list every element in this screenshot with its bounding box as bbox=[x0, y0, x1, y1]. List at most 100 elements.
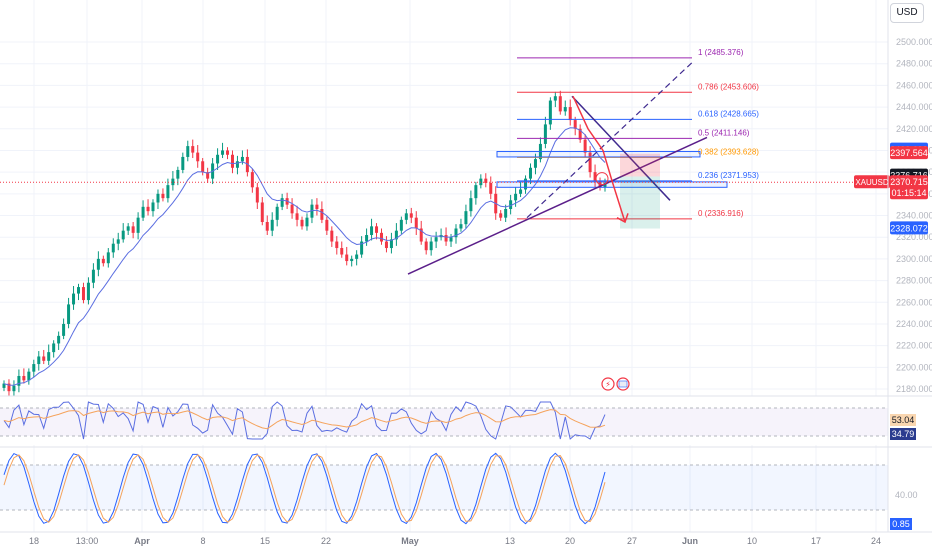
x-tick-label: 20 bbox=[565, 536, 575, 546]
candle-body bbox=[17, 375, 21, 386]
y-tick-label: 2420.000 bbox=[896, 124, 932, 134]
candle-body bbox=[558, 96, 562, 112]
candle-body bbox=[290, 204, 294, 214]
candle-body bbox=[548, 100, 552, 125]
rsi-ma-tag-bg bbox=[890, 414, 916, 426]
candle-body bbox=[221, 150, 225, 155]
symbol-tag-bg bbox=[854, 175, 890, 189]
y-tick-label: 2440.000 bbox=[896, 102, 932, 112]
rsi-line bbox=[3, 401, 606, 440]
y-tick-label: 2340.000 bbox=[896, 211, 932, 221]
candle-body bbox=[603, 182, 607, 188]
candle-body bbox=[573, 120, 577, 129]
candle-body bbox=[454, 228, 458, 238]
candle-body bbox=[399, 219, 403, 231]
candle-body bbox=[235, 161, 239, 168]
candle-body bbox=[519, 189, 523, 194]
candle-body bbox=[186, 146, 190, 157]
candle-body bbox=[22, 375, 26, 381]
candle-body bbox=[2, 383, 6, 388]
candle-body bbox=[469, 198, 473, 212]
y-tick-label: 2240.000 bbox=[896, 319, 932, 329]
candle-body bbox=[57, 335, 61, 344]
fib-level-label: 0.618 (2428.665) bbox=[698, 109, 759, 118]
candle-body bbox=[583, 139, 587, 153]
candle-body bbox=[91, 269, 95, 283]
x-tick-label: 27 bbox=[627, 536, 637, 546]
candle-body bbox=[111, 243, 115, 253]
downtrend-line bbox=[571, 95, 671, 201]
highlight-circle bbox=[595, 172, 609, 186]
candle-body bbox=[77, 287, 81, 294]
candle-body bbox=[434, 237, 438, 242]
candle-body bbox=[330, 230, 334, 242]
candle-body bbox=[305, 217, 309, 227]
candle-body bbox=[136, 217, 140, 233]
stop-loss-zone bbox=[620, 153, 660, 177]
projection-arrow bbox=[572, 95, 626, 223]
fib-level-label: 1 (2485.376) bbox=[698, 48, 744, 57]
candle-body bbox=[524, 178, 528, 190]
candle-body bbox=[270, 219, 274, 231]
flash-event-icon: ⚡ bbox=[605, 380, 611, 389]
fib-level-label: 0.786 (2453.606) bbox=[698, 82, 759, 91]
candle-body bbox=[588, 152, 592, 173]
candle-body bbox=[459, 224, 463, 229]
candle-body bbox=[141, 206, 145, 218]
candle-body bbox=[315, 204, 319, 209]
candle-body bbox=[429, 241, 433, 251]
candle-body bbox=[230, 154, 234, 168]
candle-body bbox=[384, 241, 388, 249]
candle-body bbox=[424, 241, 428, 251]
y-tick-label: 2500.000 bbox=[896, 37, 932, 47]
candle-body bbox=[509, 200, 513, 209]
candle-body bbox=[593, 172, 597, 181]
candle-body bbox=[96, 258, 100, 270]
candle-body bbox=[121, 230, 125, 240]
candle-body bbox=[370, 226, 374, 236]
candle-body bbox=[275, 206, 279, 220]
candle-body bbox=[42, 356, 46, 361]
fib-level-label: 0 (2336.916) bbox=[698, 209, 744, 218]
currency-button[interactable]: USD bbox=[890, 3, 924, 23]
us-flag-icon bbox=[618, 380, 628, 388]
candle-body bbox=[280, 198, 284, 207]
x-tick-label: May bbox=[401, 536, 419, 546]
candle-body bbox=[499, 213, 503, 218]
candle-body bbox=[365, 235, 369, 242]
rsi-ma-value: 53.04 bbox=[892, 415, 915, 425]
candle-body bbox=[156, 193, 160, 203]
candle-body bbox=[419, 228, 423, 242]
candle-body bbox=[86, 282, 90, 301]
candle-body bbox=[255, 187, 259, 203]
take-profit-zone bbox=[620, 176, 660, 229]
stoch-value: 0.85 bbox=[892, 519, 910, 529]
candle-body bbox=[310, 204, 314, 218]
x-tick-label: 13 bbox=[505, 536, 515, 546]
candle-body bbox=[484, 178, 488, 183]
y-tick-label: 2180.000 bbox=[896, 384, 932, 394]
x-tick-label: Apr bbox=[134, 536, 150, 546]
candle-body bbox=[216, 154, 220, 164]
symbol-tag: XAUUSD bbox=[855, 178, 889, 187]
candle-body bbox=[409, 213, 413, 218]
candle-body bbox=[528, 167, 532, 179]
x-tick-label: Jun bbox=[682, 536, 698, 546]
projection-arrowhead bbox=[616, 213, 629, 224]
candle-body bbox=[464, 211, 468, 225]
zone-rect bbox=[496, 151, 701, 158]
candle-body bbox=[12, 385, 16, 392]
y-tick-label: 2220.000 bbox=[896, 341, 932, 351]
price-label-level-b: 2397.564 bbox=[890, 148, 928, 158]
candle-body bbox=[126, 226, 130, 231]
candle-body bbox=[375, 226, 379, 233]
current-price-bg bbox=[890, 175, 928, 200]
candle-body bbox=[206, 172, 210, 179]
candle-body bbox=[7, 383, 11, 392]
y-tick-label: 2300.000 bbox=[896, 254, 932, 264]
candle-body bbox=[300, 219, 304, 227]
candle-body bbox=[489, 182, 493, 194]
